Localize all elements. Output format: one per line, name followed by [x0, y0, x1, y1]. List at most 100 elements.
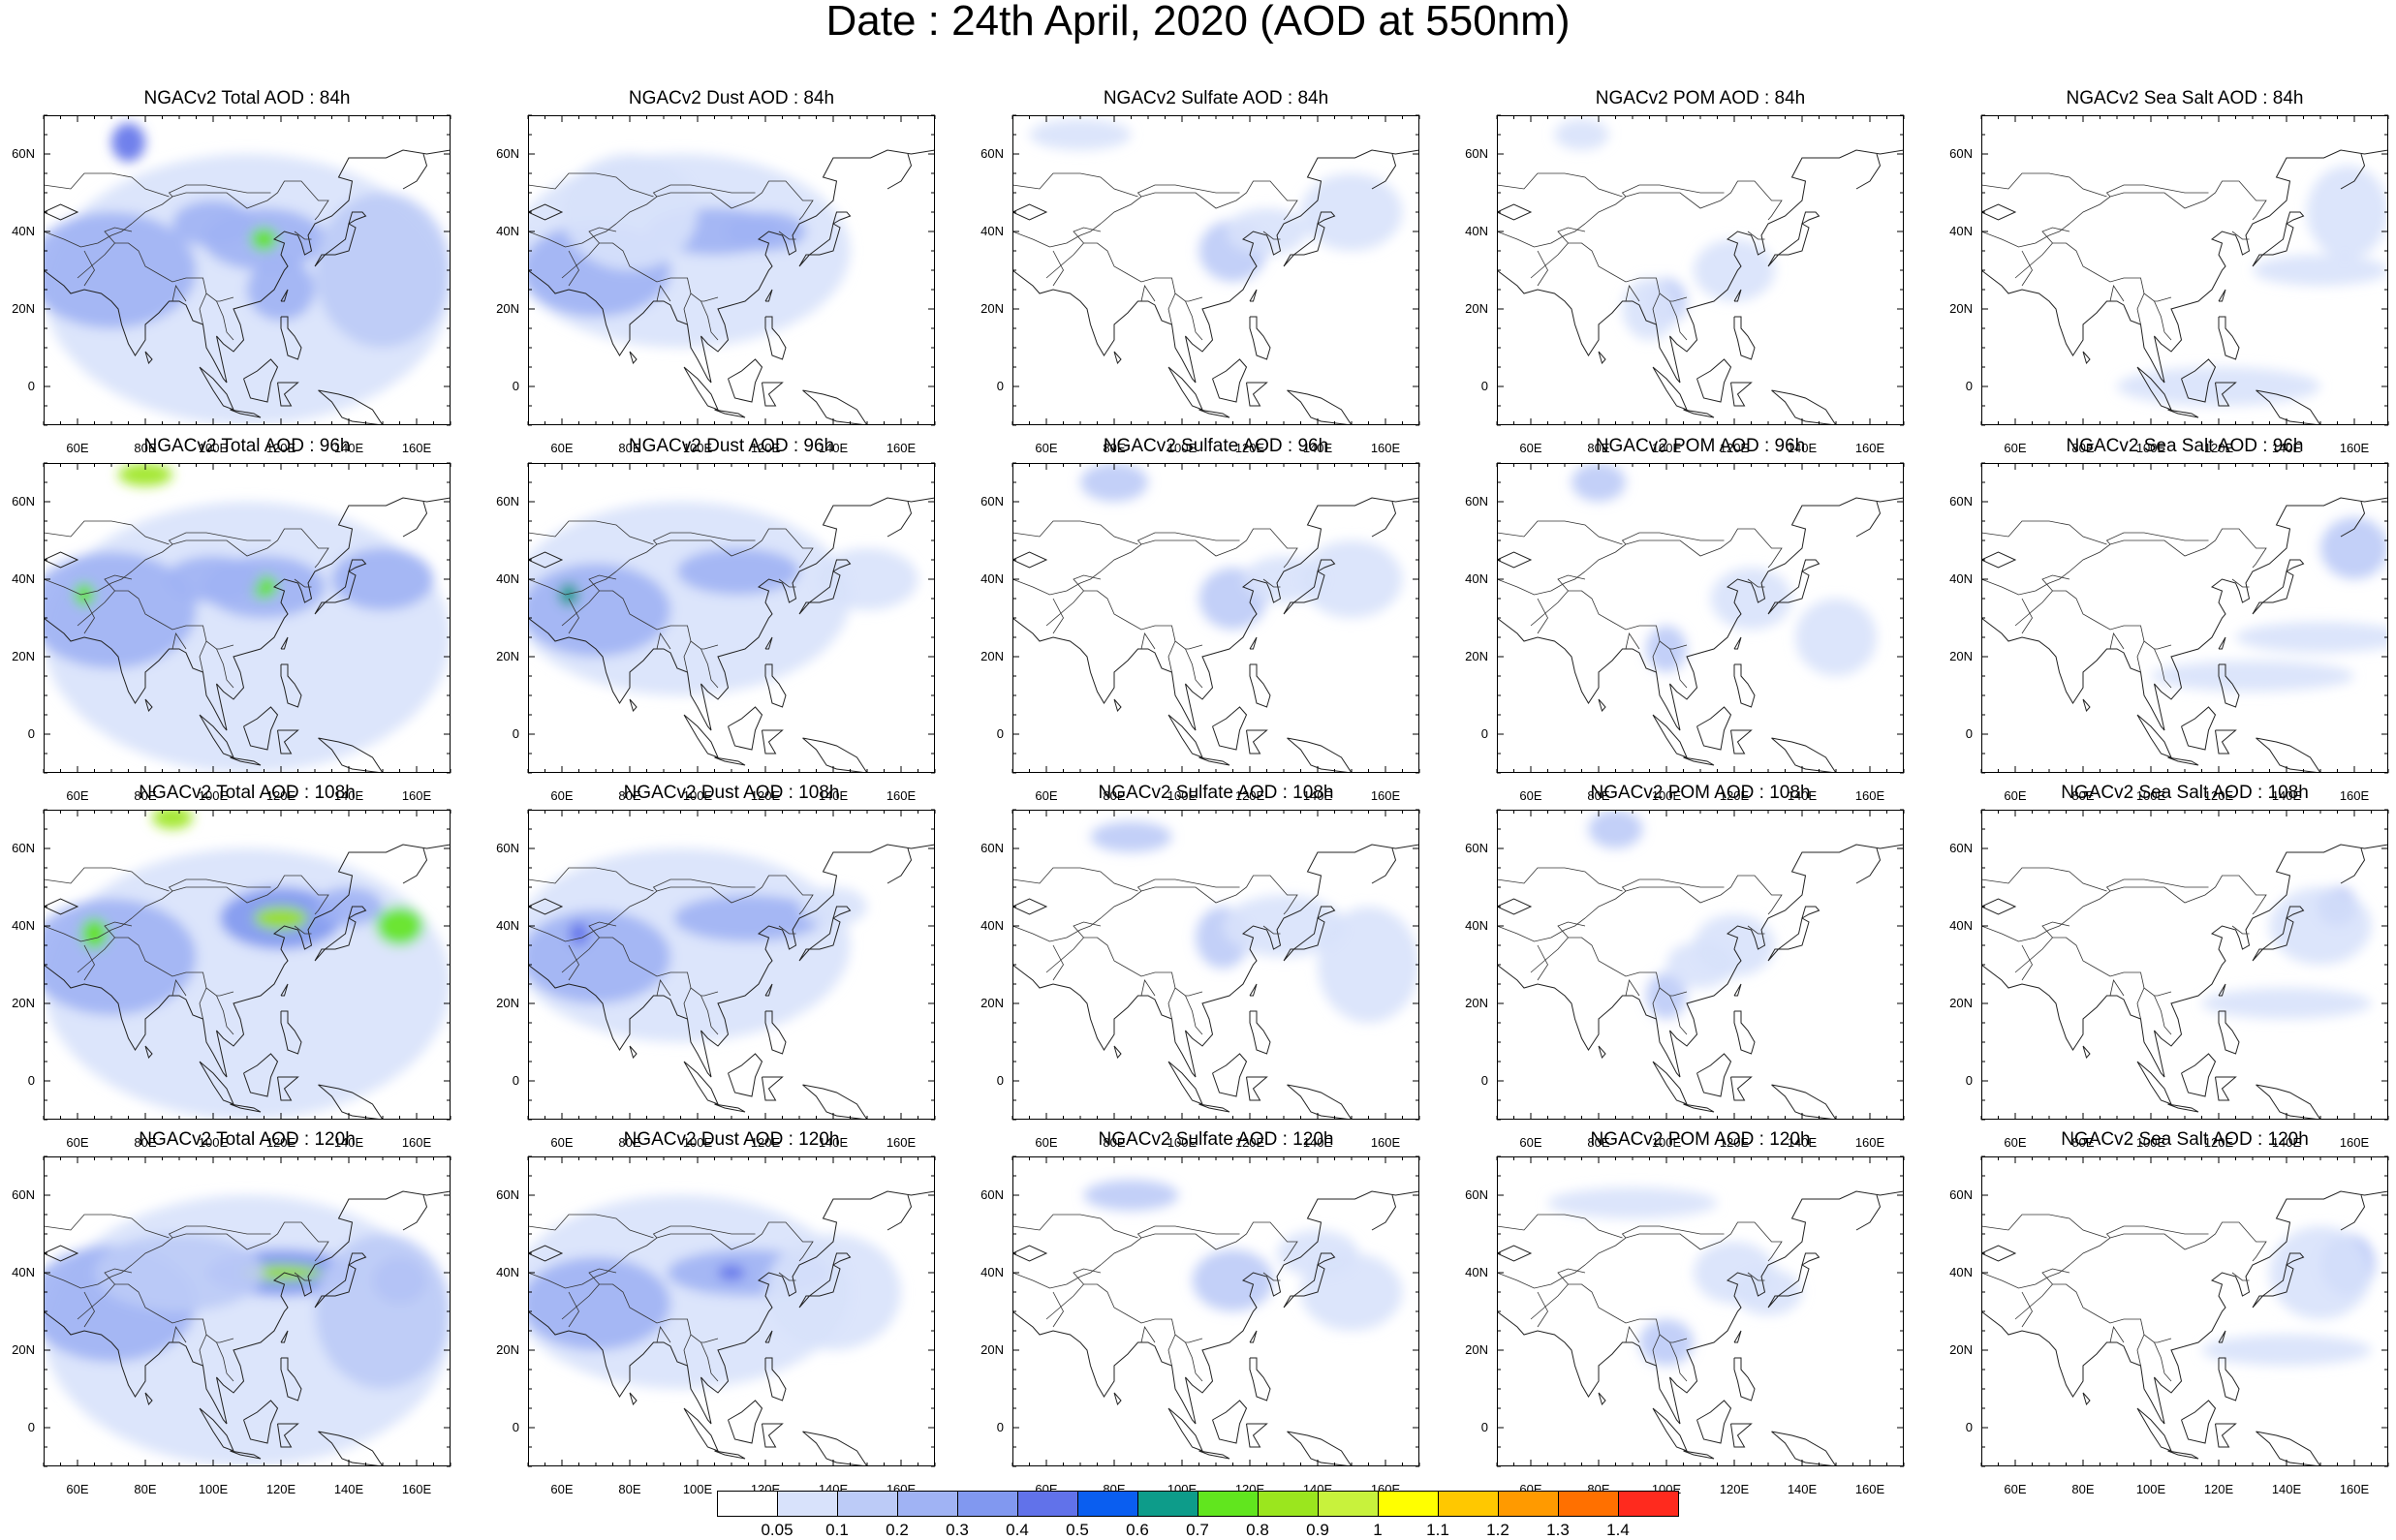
- aod-map: [528, 115, 935, 425]
- lat-tick-label: 60N: [971, 1187, 1004, 1202]
- colorbar-box: [1379, 1492, 1439, 1517]
- lat-tick-label: 40N: [2, 1265, 35, 1279]
- colorbar-box: [1138, 1492, 1198, 1517]
- colorbar-label: 1.3: [1529, 1521, 1587, 1540]
- panel-title: NGACv2 Sulfate AOD : 96h: [1012, 436, 1419, 457]
- aod-region: [111, 123, 145, 162]
- figure-title: Date : 24th April, 2020 (AOD at 550nm): [0, 0, 2396, 43]
- colorbar-box: [838, 1492, 898, 1517]
- colorbar-box: [1198, 1492, 1259, 1517]
- aod-field: [512, 154, 851, 348]
- lat-tick-label: 60N: [1940, 1187, 1973, 1202]
- colorbar-label: 0.7: [1168, 1521, 1227, 1540]
- aod-region: [521, 564, 670, 657]
- lat-tick-label: 20N: [971, 1342, 1004, 1357]
- aod-region: [2307, 166, 2388, 259]
- panel-title: NGACv2 Total AOD : 96h: [44, 436, 451, 457]
- colorbar-box: [718, 1492, 778, 1517]
- lat-tick-label: 40N: [2, 224, 35, 238]
- lat-tick-label: 20N: [971, 301, 1004, 316]
- aod-region: [2202, 1335, 2372, 1366]
- lat-tick-label: 60N: [1940, 146, 1973, 161]
- colorbar-label: 0.4: [988, 1521, 1046, 1540]
- colorbar-box: [898, 1492, 958, 1517]
- lat-tick-label: 20N: [971, 996, 1004, 1010]
- colorbar-label: 0.2: [868, 1521, 926, 1540]
- aod-region: [521, 910, 670, 1003]
- colorbar-box: [958, 1492, 1018, 1517]
- colorbar-label: 1.1: [1409, 1521, 1467, 1540]
- panel-title: NGACv2 Sulfate AOD : 120h: [1012, 1129, 1419, 1151]
- lat-tick-label: 40N: [486, 571, 519, 586]
- aod-region: [2320, 517, 2388, 579]
- aod-region: [677, 548, 799, 595]
- aod-region: [1084, 1180, 1179, 1211]
- lat-tick-label: 60N: [1940, 841, 1973, 855]
- lat-tick-label: 20N: [1455, 649, 1488, 663]
- colorbar-box: [1078, 1492, 1138, 1517]
- aod-region: [1646, 626, 1687, 672]
- panel-title: NGACv2 Sulfate AOD : 108h: [1012, 783, 1419, 804]
- lat-tick-label: 0: [1940, 1420, 1973, 1434]
- aod-region: [2253, 255, 2388, 286]
- aod-region: [1734, 1269, 1802, 1315]
- colorbar-label: 0.8: [1229, 1521, 1287, 1540]
- lat-tick-label: 20N: [486, 1342, 519, 1357]
- lat-tick-label: 0: [486, 726, 519, 741]
- lat-tick-label: 40N: [971, 918, 1004, 933]
- lat-tick-label: 60N: [486, 841, 519, 855]
- colorbar-label: 0.05: [748, 1521, 806, 1540]
- aod-region: [1639, 1319, 1694, 1366]
- aod-region: [1589, 810, 1643, 848]
- lat-tick-label: 40N: [1940, 224, 1973, 238]
- lon-tick-label: 100E: [192, 1482, 234, 1496]
- lat-tick-label: 60N: [2, 146, 35, 161]
- lon-tick-label: 60E: [541, 1482, 583, 1496]
- panel-title: NGACv2 POM AOD : 84h: [1497, 88, 1904, 109]
- lat-tick-label: 0: [2, 379, 35, 393]
- lat-tick-label: 60N: [2, 494, 35, 508]
- panel-title: NGACv2 Sea Salt AOD : 84h: [1981, 88, 2388, 109]
- aod-map: [1012, 463, 1419, 773]
- lat-tick-label: 0: [971, 1073, 1004, 1088]
- aod-region: [166, 556, 261, 602]
- panel-title: NGACv2 Total AOD : 120h: [44, 1129, 451, 1151]
- lon-tick-label: 160E: [1849, 1482, 1891, 1496]
- lat-tick-label: 60N: [971, 494, 1004, 508]
- lon-tick-label: 60E: [56, 1482, 99, 1496]
- lat-tick-label: 0: [2, 1073, 35, 1088]
- lat-tick-label: 20N: [1940, 649, 1973, 663]
- panel-title: NGACv2 Dust AOD : 96h: [528, 436, 935, 457]
- colorbar-label: 0.9: [1289, 1521, 1347, 1540]
- aod-region: [1711, 568, 1792, 630]
- panel-title: NGACv2 POM AOD : 120h: [1497, 1129, 1904, 1151]
- lat-tick-label: 40N: [1455, 571, 1488, 586]
- lat-tick-label: 60N: [1455, 841, 1488, 855]
- aod-map: [528, 1156, 935, 1466]
- lat-tick-label: 40N: [486, 1265, 519, 1279]
- aod-map: [1012, 810, 1419, 1120]
- aod-region: [27, 899, 197, 1015]
- aod-region: [725, 212, 806, 251]
- aod-map: [44, 810, 451, 1120]
- panel-title: NGACv2 POM AOD : 108h: [1497, 783, 1904, 804]
- lat-tick-label: 60N: [1455, 494, 1488, 508]
- lat-tick-label: 20N: [1455, 1342, 1488, 1357]
- aod-map: [528, 810, 935, 1120]
- lat-tick-label: 0: [486, 379, 519, 393]
- lat-tick-label: 20N: [486, 301, 519, 316]
- lat-tick-label: 0: [1455, 1073, 1488, 1088]
- colorbar-label: 1.2: [1469, 1521, 1527, 1540]
- lat-tick-label: 20N: [1940, 1342, 1973, 1357]
- lat-tick-label: 40N: [2, 571, 35, 586]
- map-background: [1981, 463, 2388, 773]
